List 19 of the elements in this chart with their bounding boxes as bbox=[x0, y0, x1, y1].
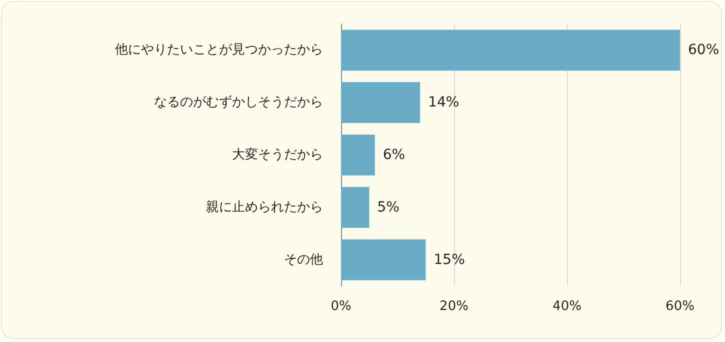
data-label: 5% bbox=[377, 199, 400, 216]
data-label: 15% bbox=[434, 252, 465, 268]
data-label: 14% bbox=[428, 94, 460, 111]
y-tick-label: 親に止められたから bbox=[206, 200, 323, 215]
y-tick-label: なるのがむずかしそうだから bbox=[154, 95, 323, 110]
bar bbox=[341, 30, 680, 71]
x-tick-label: 60% bbox=[666, 299, 694, 314]
y-tick-label: その他 bbox=[284, 252, 323, 268]
data-label: 6% bbox=[382, 147, 406, 163]
bar bbox=[341, 82, 420, 124]
x-tick-label: 0% bbox=[330, 299, 352, 314]
data-label: 60% bbox=[688, 42, 720, 58]
y-tick-label: 他にやりたいことが見つかったから bbox=[115, 42, 323, 58]
x-tick-label: 40% bbox=[552, 299, 582, 314]
bar bbox=[341, 186, 370, 228]
bar bbox=[341, 239, 426, 280]
bar bbox=[341, 134, 375, 176]
x-tick-label: 20% bbox=[440, 299, 468, 314]
y-tick-label: 大変そうだから bbox=[232, 146, 323, 162]
